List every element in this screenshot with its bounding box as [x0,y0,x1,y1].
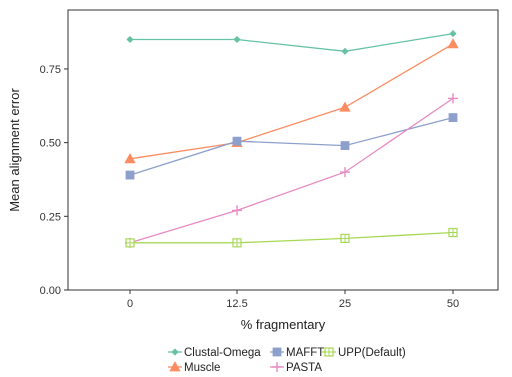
data-point-clustal-omega [126,35,134,44]
data-point-mafft [340,141,350,150]
data-point-pasta [340,167,350,178]
legend: Clustal-Omega Muscle MAFFT PASTA UPP(Default… [168,347,406,374]
data-point-mafft [232,136,242,146]
data-point-upp-default [448,227,458,238]
data-point-upp-default [232,238,242,248]
legend-swatch-marker [324,347,334,357]
legend-label: Clustal-Omega [184,347,261,359]
series-layer [124,30,459,248]
y-tick-label: 0.50 [40,138,61,150]
x-tick-label: 12.5 [226,298,247,310]
legend-item-clustal-omega: Clustal-Omega [168,347,261,359]
data-point-clustal-omega [341,47,349,55]
series-upp-default [125,227,458,248]
series-line-mafft [129,116,454,176]
y-axis-title: Mean alignment error [7,88,22,212]
legend-item-mafft: MAFFT [270,347,324,359]
legend-swatch-marker [169,361,181,372]
data-point-muscle [124,153,136,164]
y-tick-label: 0.25 [40,211,61,223]
data-point-muscle [339,101,351,112]
x-axis-ticks: 0 12.5 25 50 [127,290,459,310]
data-point-mafft [125,170,135,180]
x-axis-title: % fragmentary [241,317,326,332]
y-tick-label: 0.75 [40,64,61,76]
data-point-clustal-omega [449,30,457,38]
legend-label: MAFFT [286,347,324,359]
data-point-mafft [448,113,458,122]
x-tick-label: 25 [339,298,351,310]
plot-panel [67,9,499,291]
x-tick-label: 50 [447,298,459,310]
series-line-pasta [129,97,454,244]
y-tick-label: 0.00 [40,285,61,297]
series-line-muscle [129,43,454,160]
data-point-clustal-omega [233,35,241,44]
legend-swatch-marker [171,348,179,356]
data-point-pasta [232,205,242,216]
series-mafft [125,113,458,180]
legend-item-upp-default: UPP(Default) [322,347,406,359]
series-line-clustal-omega [130,32,454,52]
series-line-upp-default [130,231,454,244]
legend-swatch-marker [272,347,282,357]
legend-item-pasta: PASTA [270,362,322,374]
legend-label: Muscle [184,362,220,374]
data-point-upp-default [125,238,135,248]
data-point-upp-default [340,233,350,244]
legend-label: PASTA [286,362,322,374]
data-point-pasta [448,93,458,104]
series-clustal-omega [126,30,457,55]
legend-label: UPP(Default) [338,347,406,359]
data-point-muscle [447,38,459,49]
legend-swatch-marker [272,362,282,372]
x-tick-label: 0 [127,298,133,310]
y-axis-ticks: 0.00 0.25 0.50 0.75 [40,64,68,297]
legend-item-muscle: Muscle [168,361,220,374]
